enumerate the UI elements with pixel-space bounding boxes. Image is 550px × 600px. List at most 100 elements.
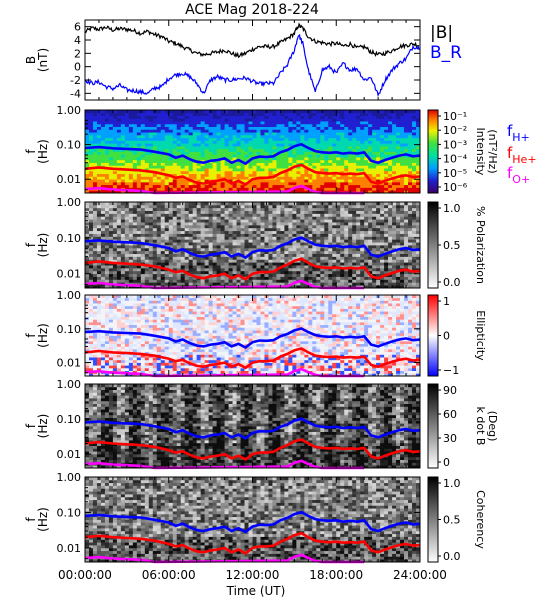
spectrogram-cell bbox=[376, 270, 381, 275]
spectrogram-cell bbox=[100, 118, 106, 122]
spectrogram-cell bbox=[92, 121, 98, 125]
spectrogram-cell bbox=[384, 285, 389, 289]
spectrogram-cell bbox=[332, 165, 337, 169]
spectrogram-cell bbox=[100, 159, 106, 163]
spectrogram-cell bbox=[136, 145, 142, 150]
spectrogram-cell bbox=[296, 276, 301, 280]
spectrogram-cell bbox=[300, 230, 305, 234]
spectrogram-cell bbox=[140, 247, 146, 252]
spectrogram-cell bbox=[188, 151, 194, 155]
spectrogram-cell bbox=[376, 282, 381, 286]
spectrogram-cell bbox=[324, 222, 329, 226]
spectrogram-cell bbox=[384, 279, 389, 283]
spectrogram-cell bbox=[372, 148, 377, 152]
spectrogram-cell bbox=[348, 143, 353, 147]
spectrogram-cell bbox=[100, 184, 106, 188]
spectrogram-cell bbox=[180, 126, 186, 130]
spectrogram-cell bbox=[128, 173, 134, 177]
spectrogram-cell bbox=[204, 247, 210, 252]
spectrogram-cell bbox=[308, 285, 313, 289]
spectrogram-cell bbox=[220, 151, 225, 155]
spectrogram-cell bbox=[152, 270, 158, 275]
spectrogram-cell bbox=[264, 179, 269, 183]
spectrogram-cell bbox=[112, 165, 118, 169]
spectrogram-cell bbox=[204, 202, 210, 206]
spectrogram-cell bbox=[368, 170, 373, 175]
spectrogram-cell bbox=[344, 250, 349, 254]
spectrogram-cell bbox=[384, 276, 389, 280]
spectrogram-cell bbox=[132, 222, 138, 226]
spectrogram-cell bbox=[308, 162, 313, 166]
spectrogram-cell bbox=[176, 162, 182, 166]
spectrogram-cell bbox=[208, 247, 214, 252]
spectrogram-cell bbox=[224, 210, 229, 214]
spectrogram-cell bbox=[416, 115, 421, 119]
spectrogram-cell bbox=[164, 202, 170, 206]
spectrogram-cell bbox=[384, 118, 389, 122]
spectrogram-cell bbox=[328, 216, 333, 220]
spectrogram-cell bbox=[260, 210, 265, 214]
spectrogram-cell bbox=[236, 157, 241, 161]
spectrogram-cell bbox=[380, 168, 385, 172]
spectrogram-cell bbox=[196, 247, 202, 252]
spectrogram-cell bbox=[188, 143, 194, 147]
spectrogram-cell bbox=[152, 239, 158, 243]
spectrogram-cell bbox=[376, 121, 381, 125]
spectrogram-cell bbox=[104, 210, 110, 214]
spectrogram-cell bbox=[308, 179, 313, 183]
spectrogram-cell bbox=[240, 256, 245, 260]
spectrogram-cell bbox=[148, 262, 154, 266]
spectrogram-cell bbox=[364, 110, 369, 114]
spectrogram-cell bbox=[216, 233, 221, 237]
spectrogram-cell bbox=[196, 173, 202, 177]
spectrogram-cell bbox=[252, 170, 257, 175]
spectrogram-cell bbox=[416, 181, 421, 186]
spectrogram-cell bbox=[236, 245, 241, 249]
spectrogram-cell bbox=[196, 207, 202, 211]
spectrogram-cell bbox=[104, 151, 110, 155]
spectrogram-cell bbox=[356, 168, 361, 172]
spectrogram-cell bbox=[364, 262, 369, 266]
spectrogram-cell bbox=[160, 132, 166, 136]
spectrogram-cell bbox=[332, 276, 337, 280]
spectrogram-cell bbox=[396, 145, 401, 150]
spectrogram-cell bbox=[232, 118, 237, 122]
spectrogram-cell bbox=[272, 262, 277, 266]
spectrogram-cell bbox=[312, 259, 317, 263]
spectrogram-cell bbox=[192, 202, 198, 206]
spectrogram-cell bbox=[236, 137, 241, 141]
spectrogram-cell bbox=[304, 173, 309, 177]
spectrogram-cell bbox=[300, 134, 305, 139]
spectrogram-cell bbox=[220, 245, 225, 249]
spectrogram-cell bbox=[148, 233, 154, 237]
spectrogram-cell bbox=[248, 256, 253, 260]
spectrogram-cell bbox=[108, 154, 114, 158]
spectrogram-cell bbox=[320, 157, 325, 161]
spectrogram-cell bbox=[220, 210, 225, 214]
spectrogram-cell bbox=[352, 148, 357, 152]
spectrogram-cell bbox=[180, 216, 186, 220]
spectrogram-cell bbox=[180, 227, 186, 232]
spectrogram-cell bbox=[240, 262, 245, 266]
spectrogram-cell bbox=[244, 270, 249, 275]
spectrogram-cell bbox=[188, 202, 194, 206]
spectrogram-cell bbox=[132, 137, 138, 141]
spectrogram-cell bbox=[160, 184, 166, 188]
spectrogram-cell bbox=[328, 176, 333, 180]
spectrogram-cell bbox=[308, 190, 313, 194]
spectrogram-cell bbox=[204, 267, 210, 272]
spectrogram-cell bbox=[188, 279, 194, 283]
spectrogram-cell bbox=[148, 216, 154, 220]
spectrogram-cell bbox=[344, 256, 349, 260]
spectrogram-cell bbox=[248, 253, 253, 257]
spectrogram-cell bbox=[288, 112, 293, 116]
spectrogram-cell bbox=[240, 176, 245, 180]
spectrogram-cell bbox=[136, 159, 142, 163]
spectrogram-cell bbox=[188, 265, 194, 269]
spectrogram-cell bbox=[176, 165, 182, 169]
spectrogram-cell bbox=[212, 121, 218, 125]
spectrogram-cell bbox=[224, 170, 229, 175]
spectrogram-cell bbox=[192, 210, 198, 214]
spectrogram-cell bbox=[160, 170, 166, 175]
spectrogram-cell bbox=[120, 259, 126, 263]
